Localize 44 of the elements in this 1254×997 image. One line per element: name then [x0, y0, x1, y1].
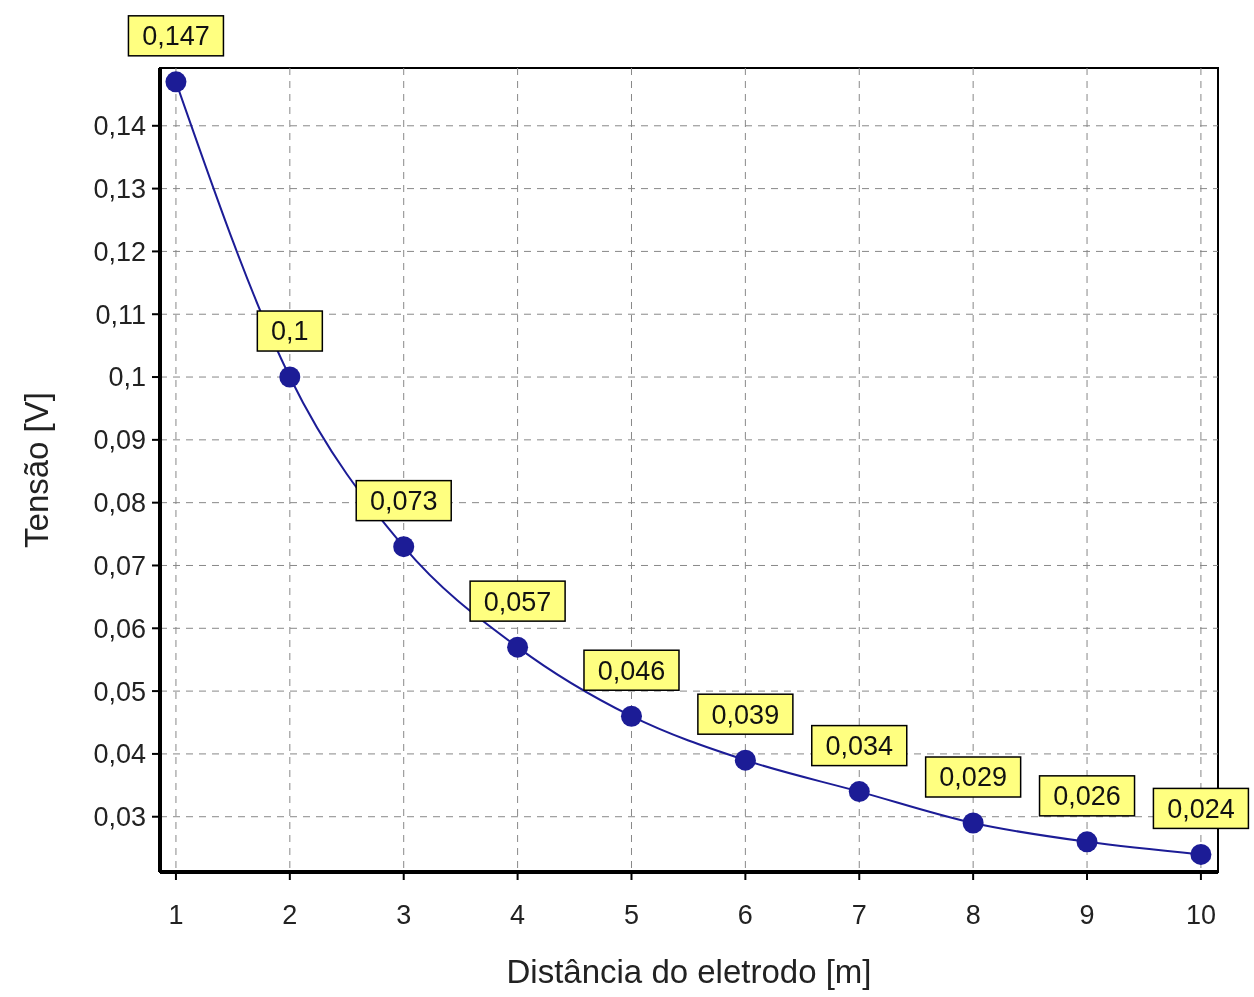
y-tick-label: 0,13	[93, 174, 146, 205]
point	[1190, 843, 1212, 865]
x-tick-label: 10	[1185, 900, 1216, 930]
x-tick-label: 6	[737, 900, 753, 930]
data-label: 0,057	[483, 586, 552, 617]
y-tick-label: 0,1	[108, 362, 146, 393]
x-tick-label: 5	[623, 900, 639, 930]
data-label: 0,147	[142, 21, 210, 52]
data-label: 0,024	[1167, 793, 1235, 824]
y-tick-label: 0,12	[93, 236, 146, 267]
point	[848, 781, 870, 803]
y-tick-label: 0,07	[93, 550, 146, 581]
y-axis-title: Tensão [V]	[18, 392, 55, 548]
y-tick-label: 0,08	[93, 488, 146, 519]
y-tick-label: 0,14	[93, 111, 146, 142]
x-axis-title: Distância do eletrodo [m]	[506, 953, 872, 990]
y-tick-label: 0,05	[93, 676, 146, 707]
y-tick-label: 0,11	[95, 299, 146, 330]
point	[1076, 831, 1098, 853]
x-tick-label: 2	[282, 900, 298, 930]
point	[734, 749, 756, 771]
x-tick-label: 1	[168, 900, 184, 930]
y-tick-label: 0,06	[93, 613, 146, 644]
data-label: 0,046	[597, 655, 666, 686]
point	[393, 536, 415, 558]
x-tick-label: 3	[396, 900, 412, 930]
x-tick-label: 7	[851, 900, 867, 930]
y-tick-label: 0,03	[93, 802, 146, 833]
data-label: 0,029	[939, 762, 1007, 793]
data-label: 0,039	[711, 699, 780, 730]
x-tick-label: 9	[1079, 900, 1095, 930]
point	[620, 705, 642, 727]
point	[962, 812, 984, 834]
data-label: 0,073	[369, 486, 438, 517]
data-label: 0,034	[825, 731, 894, 762]
data-label: 0,026	[1053, 781, 1121, 812]
x-tick-label: 4	[510, 900, 526, 930]
point	[165, 71, 187, 93]
y-tick-label: 0,09	[93, 425, 146, 456]
point	[279, 366, 301, 388]
data-label: 0,1	[271, 316, 309, 347]
y-tick-label: 0,04	[93, 739, 146, 770]
point	[507, 636, 529, 658]
x-tick-label: 8	[965, 900, 981, 930]
